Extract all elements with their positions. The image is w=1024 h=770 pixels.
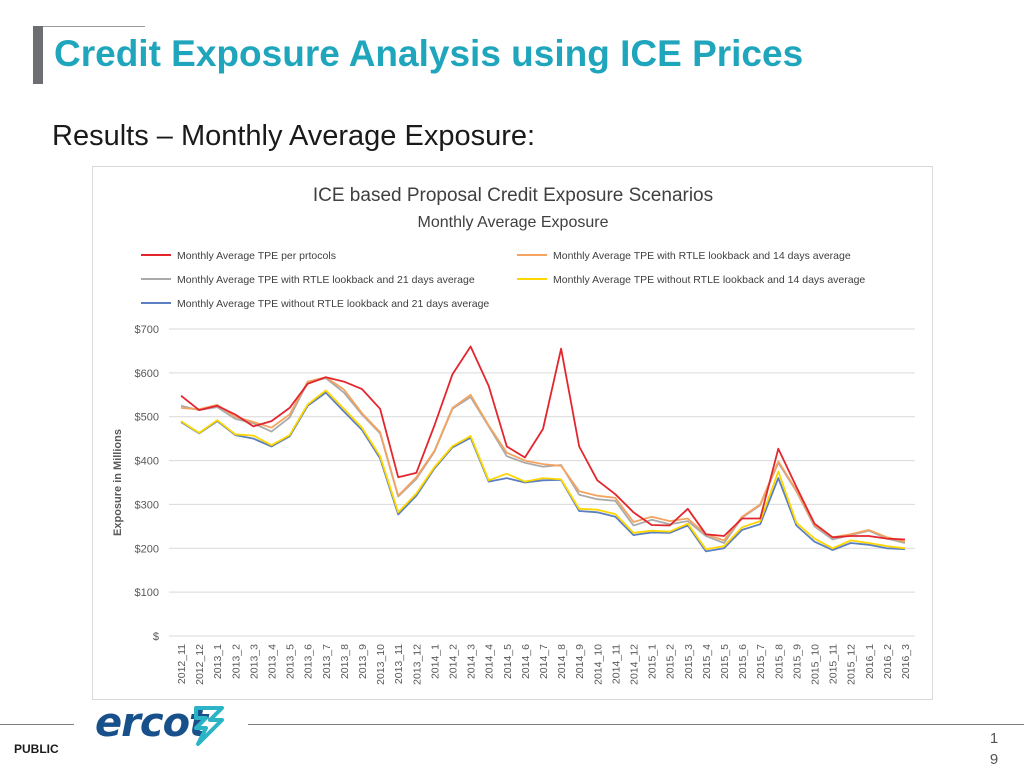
- x-tick-label: 2014_11: [610, 644, 622, 684]
- x-tick-label: 2013_1: [212, 644, 224, 679]
- series-line-1: [180, 345, 906, 541]
- y-tick-label: $500: [135, 412, 159, 424]
- x-tick-label: 2015_10: [810, 644, 822, 685]
- page-number-line-1: 1: [989, 730, 999, 747]
- x-tick-label: 2016_3: [900, 644, 912, 679]
- chart-series: [180, 345, 906, 553]
- y-tick-label: $100: [135, 587, 159, 599]
- x-tick-label: 2013_8: [339, 644, 351, 679]
- x-tick-label: 2013_7: [321, 644, 333, 679]
- x-tick-label: 2016_2: [882, 644, 894, 679]
- x-tick-label: 2014_1: [429, 644, 441, 679]
- y-tick-label: $600: [135, 368, 159, 380]
- x-tick-label: 2015_1: [647, 644, 659, 679]
- y-axis-label: Exposure in Millions: [112, 429, 124, 536]
- x-tick-label: 2014_12: [629, 644, 641, 685]
- footer-rule-left: [0, 724, 74, 725]
- legend-label-3: Monthly Average TPE with RTLE lookback a…: [177, 274, 475, 286]
- legend-label-2: Monthly Average TPE with RTLE lookback a…: [553, 250, 851, 262]
- x-tick-label: 2015_5: [719, 644, 731, 679]
- y-tick-label: $400: [135, 456, 159, 468]
- x-tick-label: 2012_11: [176, 644, 188, 684]
- legend-label-5: Monthly Average TPE without RTLE lookbac…: [177, 298, 489, 310]
- x-tick-label: 2013_2: [230, 644, 242, 679]
- x-tick-label: 2013_11: [393, 644, 405, 684]
- legend-label-1: Monthly Average TPE per prtocols: [177, 250, 336, 262]
- x-tick-label: 2014_4: [484, 644, 496, 679]
- slide-title: Credit Exposure Analysis using ICE Price…: [54, 33, 804, 74]
- x-tick-label: 2013_4: [267, 644, 279, 679]
- x-tick-label: 2014_10: [592, 644, 604, 685]
- x-tick-label: 2015_2: [665, 644, 677, 679]
- series-line-4: [180, 389, 906, 551]
- line-chart: ICE based Proposal Credit Exposure Scena…: [112, 185, 915, 685]
- chart-title: ICE based Proposal Credit Exposure Scena…: [313, 185, 713, 206]
- x-tick-label: 2014_7: [538, 644, 550, 679]
- series-line-2: [180, 376, 906, 543]
- legend-label-4: Monthly Average TPE without RTLE lookbac…: [553, 274, 865, 286]
- x-tick-label: 2016_1: [864, 644, 876, 679]
- y-tick-label: $700: [135, 324, 159, 336]
- x-tick-label: 2015_11: [828, 644, 840, 684]
- x-tick-label: 2015_9: [791, 644, 803, 679]
- x-tick-label: 2015_6: [737, 644, 749, 679]
- chart-frame: ICE based Proposal Credit Exposure Scena…: [92, 166, 933, 700]
- y-tick-label: $: [153, 631, 159, 643]
- x-tick-label: 2014_8: [556, 644, 568, 679]
- chart-gridlines: [169, 328, 915, 637]
- page-number: 1 9: [984, 728, 1004, 770]
- x-tick-label: 2013_10: [375, 644, 387, 685]
- y-tick-label: $200: [135, 543, 159, 555]
- chart-subtitle: Monthly Average Exposure: [418, 214, 609, 231]
- slide-subtitle: Results – Monthly Average Exposure:: [52, 120, 536, 152]
- ercot-logo-text: ercot: [95, 700, 208, 746]
- x-tick-label: 2014_3: [466, 644, 478, 679]
- y-tick-label: $300: [135, 499, 159, 511]
- x-tick-label: 2013_5: [285, 644, 297, 679]
- x-tick-label: 2013_9: [357, 644, 369, 679]
- x-tick-label: 2013_12: [411, 644, 423, 685]
- x-tick-label: 2015_7: [755, 644, 767, 679]
- page-number-line-2: 9: [989, 751, 999, 768]
- x-tick-label: 2014_9: [574, 644, 586, 679]
- ercot-logo-mark-icon: [194, 706, 224, 746]
- x-tick-label: 2014_5: [502, 644, 514, 679]
- x-tick-label: 2014_6: [520, 644, 532, 679]
- footer-public-label: PUBLIC: [14, 742, 59, 756]
- x-tick-label: 2015_12: [846, 644, 858, 685]
- chart-legend: Monthly Average TPE per prtocols Monthly …: [141, 250, 865, 310]
- x-tick-label: 2013_6: [303, 644, 315, 679]
- footer-rule-right: [248, 724, 1024, 725]
- title-rule: [33, 26, 145, 27]
- x-tick-label: 2015_3: [683, 644, 695, 679]
- x-tick-label: 2012_12: [194, 644, 206, 685]
- x-tick-label: 2015_4: [701, 644, 713, 679]
- x-tick-label: 2013_3: [248, 644, 260, 679]
- x-tick-label: 2015_8: [773, 644, 785, 679]
- title-accent-bar: [33, 26, 43, 84]
- y-axis-ticks: $ $100 $200 $300 $400 $500 $600 $700: [135, 324, 159, 643]
- x-tick-label: 2014_2: [448, 644, 460, 679]
- x-axis-ticks: 2012_11 2012_12 2013_1 2013_2 2013_3 2013_4 20…: [176, 644, 912, 685]
